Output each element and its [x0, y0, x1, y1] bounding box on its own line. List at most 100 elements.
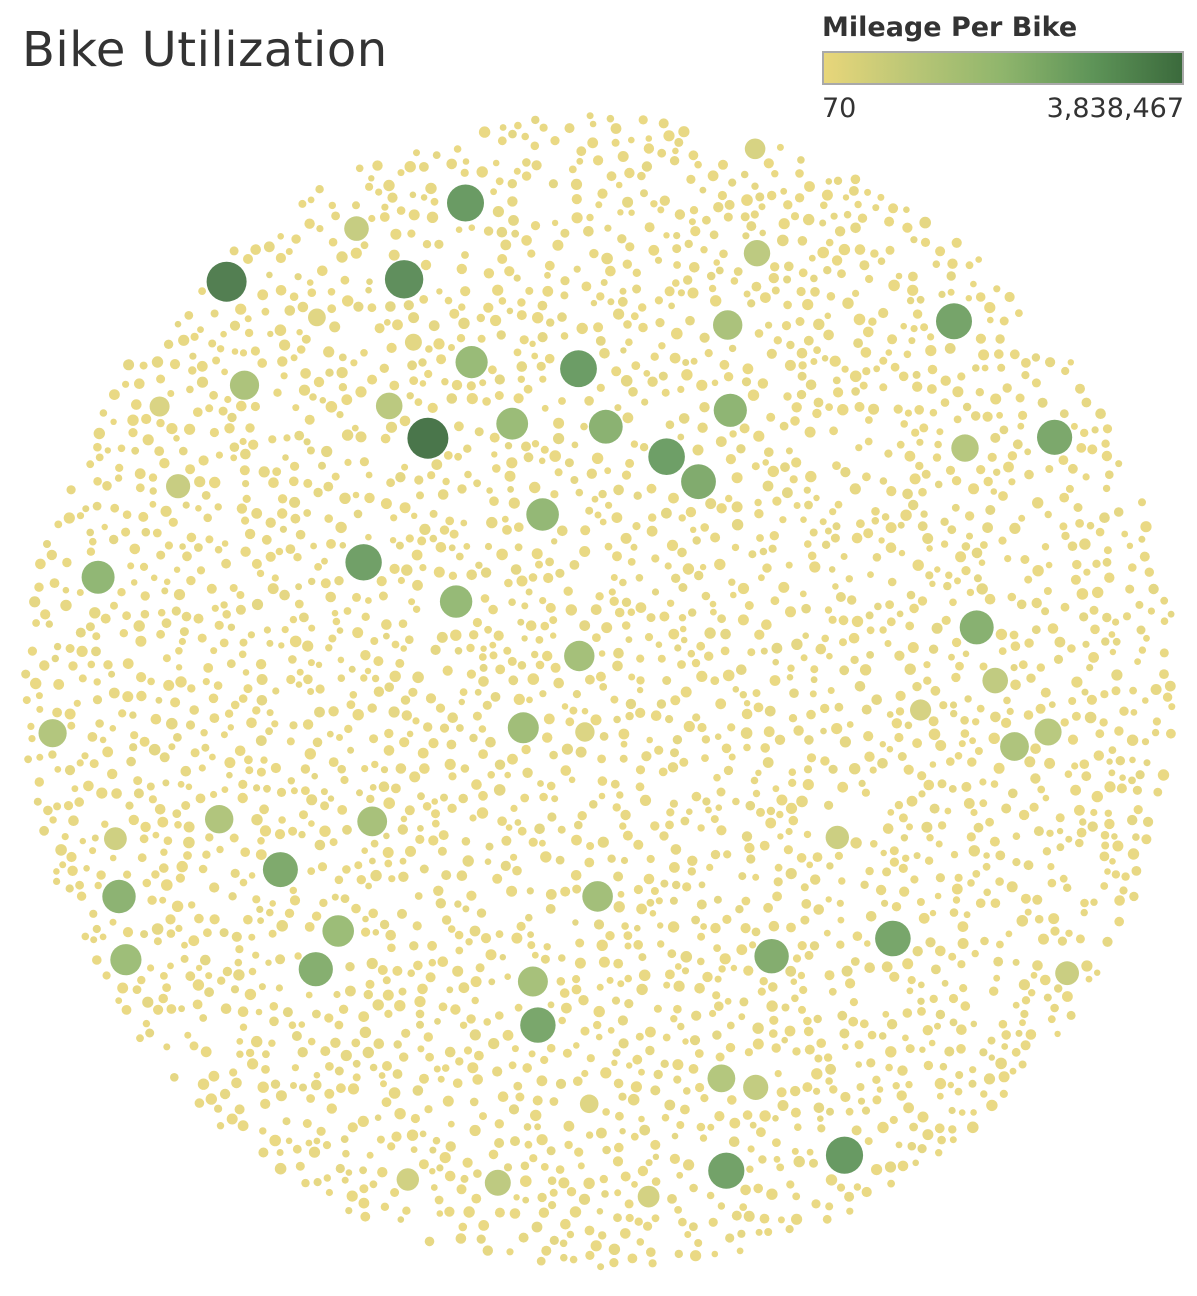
bubble[interactable] — [1011, 1047, 1021, 1057]
bubble[interactable] — [1104, 781, 1116, 793]
bubble[interactable] — [186, 385, 194, 394]
bubble[interactable] — [839, 638, 847, 647]
bubble[interactable] — [209, 427, 219, 438]
bubble[interactable] — [1009, 349, 1020, 360]
bubble[interactable] — [129, 543, 141, 555]
bubble[interactable] — [495, 930, 504, 938]
bubble[interactable] — [597, 776, 608, 786]
bubble[interactable] — [949, 1018, 958, 1027]
bubble[interactable] — [746, 854, 756, 864]
bubble[interactable] — [365, 597, 372, 604]
bubble[interactable] — [836, 899, 844, 907]
bubble[interactable] — [205, 535, 214, 544]
bubble[interactable] — [819, 219, 827, 227]
bubble[interactable] — [476, 313, 485, 323]
bubble[interactable] — [752, 789, 761, 798]
bubble[interactable] — [796, 347, 808, 359]
bubble[interactable] — [751, 927, 761, 937]
bubble[interactable] — [737, 1229, 746, 1238]
bubble[interactable] — [435, 542, 447, 553]
bubble-highlight[interactable] — [1037, 419, 1073, 455]
bubble[interactable] — [553, 433, 565, 445]
bubble[interactable] — [425, 972, 436, 983]
bubble[interactable] — [1113, 507, 1124, 517]
bubble[interactable] — [813, 1087, 821, 1095]
bubble[interactable] — [623, 320, 632, 329]
bubble[interactable] — [209, 476, 221, 489]
bubble[interactable] — [239, 878, 248, 887]
bubble[interactable] — [380, 1080, 387, 1088]
bubble[interactable] — [412, 605, 421, 613]
bubble[interactable] — [858, 779, 866, 788]
bubble[interactable] — [352, 709, 364, 721]
bubble[interactable] — [832, 583, 839, 590]
bubble[interactable] — [908, 499, 919, 511]
bubble[interactable] — [1031, 353, 1041, 362]
bubble[interactable] — [102, 746, 114, 758]
bubble[interactable] — [1166, 728, 1176, 739]
bubble[interactable] — [561, 703, 569, 710]
bubble[interactable] — [902, 1008, 913, 1018]
bubble[interactable] — [304, 922, 315, 932]
bubble[interactable] — [941, 979, 949, 987]
bubble[interactable] — [583, 226, 594, 237]
bubble[interactable] — [969, 737, 976, 745]
bubble[interactable] — [993, 974, 1001, 982]
bubble[interactable] — [584, 1225, 595, 1236]
bubble[interactable] — [246, 717, 257, 729]
bubble[interactable] — [751, 281, 762, 292]
bubble[interactable] — [53, 868, 60, 875]
bubble[interactable] — [1128, 776, 1136, 785]
bubble[interactable] — [1075, 383, 1085, 394]
bubble[interactable] — [810, 358, 818, 365]
bubble[interactable] — [22, 696, 31, 705]
bubble[interactable] — [728, 178, 737, 187]
bubble[interactable] — [849, 370, 862, 383]
bubble[interactable] — [513, 348, 522, 357]
bubble[interactable] — [564, 458, 574, 468]
bubble[interactable] — [549, 1235, 559, 1245]
bubble[interactable] — [585, 1131, 594, 1139]
bubble[interactable] — [372, 929, 380, 936]
bubble[interactable] — [722, 669, 735, 682]
bubble[interactable] — [53, 679, 65, 690]
bubble[interactable] — [328, 706, 339, 717]
bubble[interactable] — [256, 674, 268, 685]
bubble[interactable] — [752, 1022, 764, 1034]
bubble[interactable] — [352, 491, 360, 499]
bubble[interactable] — [169, 359, 181, 370]
bubble[interactable] — [1121, 530, 1129, 538]
bubble[interactable] — [294, 430, 305, 441]
bubble[interactable] — [205, 833, 214, 842]
bubble[interactable] — [308, 624, 316, 632]
bubble[interactable] — [256, 767, 266, 777]
bubble[interactable] — [604, 224, 612, 232]
bubble[interactable] — [765, 817, 777, 829]
bubble[interactable] — [508, 215, 519, 226]
bubble[interactable] — [753, 1183, 763, 1194]
bubble[interactable] — [109, 725, 117, 732]
bubble[interactable] — [488, 365, 497, 375]
bubble[interactable] — [289, 615, 298, 624]
bubble[interactable] — [918, 912, 930, 924]
bubble[interactable] — [730, 277, 739, 285]
bubble[interactable] — [783, 200, 793, 210]
bubble[interactable] — [504, 973, 512, 980]
bubble[interactable] — [569, 1255, 578, 1264]
bubble[interactable] — [880, 849, 887, 857]
bubble[interactable] — [772, 496, 782, 506]
bubble[interactable] — [330, 1037, 341, 1049]
bubble[interactable] — [651, 554, 660, 563]
bubble[interactable] — [342, 824, 352, 835]
bubble[interactable] — [763, 158, 774, 169]
bubble-highlight[interactable] — [743, 240, 771, 267]
bubble[interactable] — [723, 765, 734, 776]
bubble[interactable] — [381, 203, 389, 211]
bubble[interactable] — [755, 1228, 763, 1236]
bubble[interactable] — [338, 353, 347, 362]
bubble[interactable] — [188, 366, 197, 375]
bubble[interactable] — [166, 423, 178, 435]
bubble[interactable] — [1063, 883, 1072, 892]
bubble[interactable] — [125, 801, 134, 810]
bubble[interactable] — [984, 593, 996, 605]
